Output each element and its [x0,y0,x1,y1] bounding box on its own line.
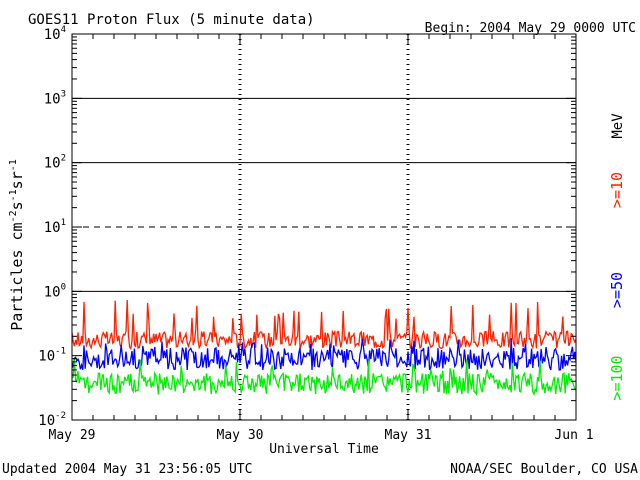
series-line-0 [71,299,577,351]
x-tick-label-0: May 29 [49,428,96,443]
y-tick-exp: 2 [61,154,66,164]
legend-unit: MeV [610,113,626,139]
y-tick-base: 10 [44,91,61,107]
x-tick-label-1: May 30 [217,428,264,443]
series-line-2 [71,359,577,397]
y-tick-base: 10 [38,413,55,429]
y-tick-base: 10 [44,284,61,300]
y-tick-label-1: 10-1 [38,347,66,365]
y-tick-base: 10 [38,349,55,365]
y-tick-base: 10 [44,156,61,172]
x-axis-tick-labels: May 29 May 30 May 31 Jun 1 [49,428,594,443]
y-label-exp3: -1 [8,159,19,171]
y-tick-label-6: 104 [44,25,66,43]
y-tick-exp: 1 [61,218,66,228]
y-axis-label: Particles cm-2s-1sr-1 [8,159,26,331]
legend-entry-1: >=50 [608,272,626,308]
chart-title: GOES11 Proton Flux (5 minute data) [28,12,315,28]
legend: >=10 >=50 >=100 MeV [608,113,626,401]
updated-time: Updated 2004 May 31 23:56:05 UTC [2,462,252,477]
begin-time: Begin: 2004 May 29 0000 UTC [425,21,636,36]
series-line-1 [71,338,577,371]
data-series [71,299,577,397]
y-label-sr: sr [8,171,26,189]
y-tick-base: 10 [44,220,61,236]
y-tick-label-5: 103 [44,89,66,107]
credit: NOAA/SEC Boulder, CO USA [450,462,638,477]
y-tick-exp: -2 [55,411,66,421]
y-label-exp2: -1 [8,189,19,201]
x-axis-label: Universal Time [269,442,379,457]
y-label-exp1: -2 [8,210,19,222]
x-tick-label-3: Jun 1 [554,428,593,443]
grid-lines [72,34,576,420]
y-label-s: s [8,201,26,210]
legend-entry-2: >=100 [608,355,626,400]
x-axis-ticks [71,34,577,420]
y-tick-label-4: 102 [44,154,66,172]
y-tick-exp: 3 [61,89,66,99]
legend-entry-0: >=10 [608,172,626,208]
y-tick-exp: 4 [61,25,66,35]
x-tick-label-2: May 31 [385,428,432,443]
y-tick-label-0: 10-2 [38,411,66,429]
y-tick-base: 10 [44,27,61,43]
y-axis-ticks [72,33,576,421]
y-label-main: Particles cm [8,222,26,330]
y-tick-label-2: 100 [44,282,66,300]
y-tick-exp: -1 [55,347,66,357]
y-tick-exp: 0 [61,282,66,292]
y-tick-label-3: 101 [44,218,66,236]
